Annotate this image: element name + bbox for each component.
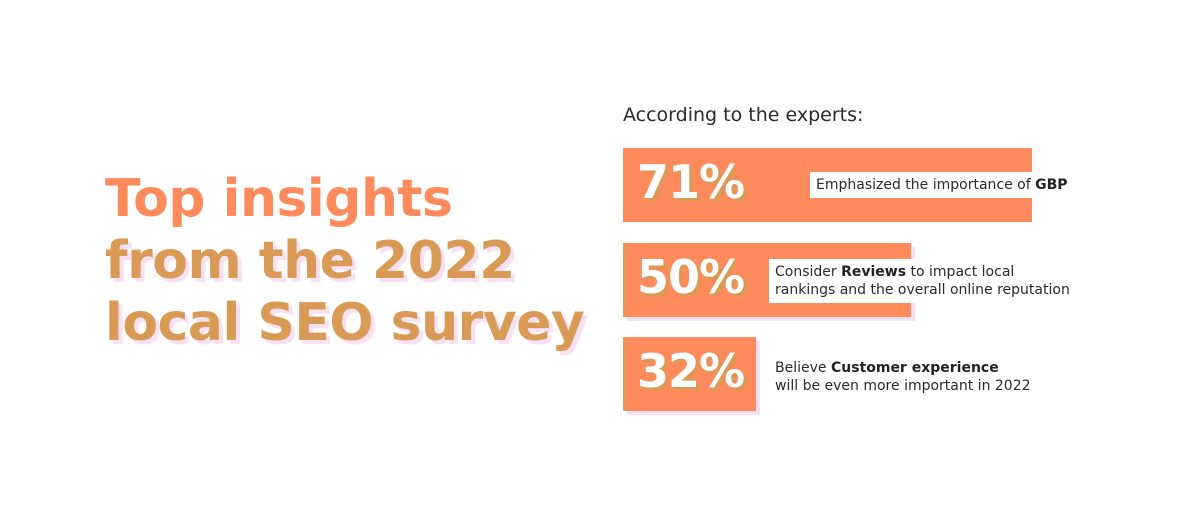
stat-label-text: to impact local <box>906 264 1015 280</box>
stat-label-text: rankings and the overall online reputati… <box>775 282 1070 298</box>
stat-label: Consider Reviews to impact local rankings… <box>769 259 1076 303</box>
stat-label: Emphasized the importance of GBP <box>810 172 1074 198</box>
headline: Top insights from the 2022 local SEO sur… <box>105 168 585 354</box>
stat-value: 71% <box>637 155 745 209</box>
stat-label-emphasis: Customer experience <box>830 360 999 376</box>
headline-line-3: local SEO survey <box>105 293 585 353</box>
stat-label-line: rankings and the overall online reputati… <box>775 281 1070 299</box>
stat-label-emphasis: GBP <box>1035 177 1068 193</box>
stat-label-text: will be even more important in 2022 <box>775 378 1031 394</box>
stat-label-line: Emphasized the importance of GBP <box>816 176 1068 194</box>
headline-line-1: Top insights <box>105 169 453 229</box>
stat-label-text: Consider <box>775 264 842 280</box>
stat-value: 50% <box>637 250 745 304</box>
stat-label-text: Emphasized the importance of <box>816 177 1036 193</box>
stat-label-line: Consider Reviews to impact local <box>775 263 1070 281</box>
stat-label-emphasis: Reviews <box>841 264 907 280</box>
stat-label-text: Believe <box>775 360 831 376</box>
subheading: According to the experts: <box>623 104 864 126</box>
stat-label-line: will be even more important in 2022 <box>775 377 1031 395</box>
stat-bar <box>623 337 756 411</box>
stat-value: 32% <box>637 344 745 398</box>
headline-line-2: from the 2022 <box>105 231 515 291</box>
stat-label: Believe Customer experience will be even … <box>769 355 1037 399</box>
stat-label-line: Believe Customer experience <box>775 359 1031 377</box>
